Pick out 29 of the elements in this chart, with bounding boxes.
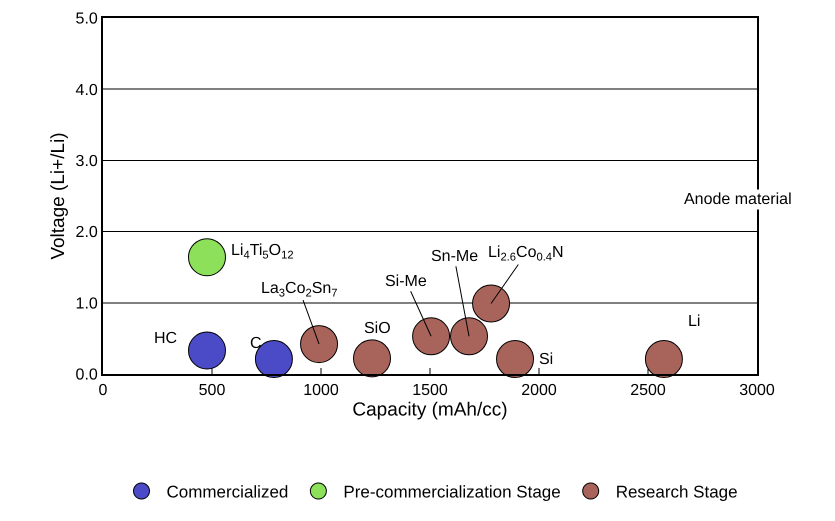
annotation: Si xyxy=(539,351,554,368)
y-axis-title: Voltage (Li+/Li) xyxy=(48,132,69,260)
annotation: Si-Me xyxy=(385,273,427,290)
x-tick-label: 1500 xyxy=(412,382,448,400)
y-tick-label: 1.0 xyxy=(76,295,98,312)
x-tick-label: 3000 xyxy=(739,382,775,400)
legend-label: Research Stage xyxy=(616,482,738,502)
x-tick-label: 500 xyxy=(198,382,226,400)
x-tick-label: 2500 xyxy=(630,382,666,400)
annotation: HC xyxy=(154,330,178,347)
y-tick-label: 4.0 xyxy=(76,82,98,99)
annotation: Li$_{4}$Ti$_{5}$O$_{12}$ xyxy=(231,242,294,262)
annotation: La$_{3}$Co$_{2}$Sn$_{7}$ xyxy=(261,280,338,300)
legend-label: Pre-commercialization Stage xyxy=(343,482,561,502)
x-tick-label: 0 xyxy=(98,382,108,400)
y-tick-label: 3.0 xyxy=(76,153,98,170)
legend-label: Commercialized xyxy=(166,482,288,502)
x-tick-label: 2000 xyxy=(521,382,557,400)
annotation: Sn-Me xyxy=(431,248,478,265)
y-tick-label: 5.0 xyxy=(76,10,98,28)
annotation: C xyxy=(250,335,262,352)
y-tick-label: 2.0 xyxy=(76,224,98,242)
annotation: Anode material xyxy=(684,191,792,208)
annotation: SiO xyxy=(364,320,391,337)
x-axis-title: Capacity (mAh/cc) xyxy=(352,400,508,420)
annotation: Li$_{2.6}$Co$_{0.4}$N xyxy=(488,244,564,264)
x-tick-label: 1000 xyxy=(303,382,339,400)
y-tick-label: 0.0 xyxy=(76,366,98,384)
annotation: Li xyxy=(688,313,700,330)
